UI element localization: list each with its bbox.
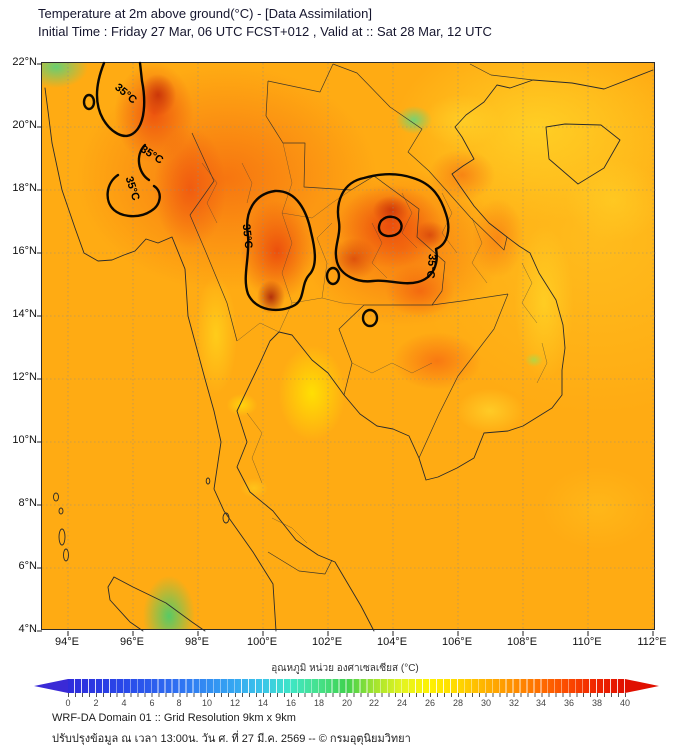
lon-tick-label: 104°E — [376, 636, 408, 648]
update-info: ปรับปรุงข้อมูล ณ เวลา 13:00น. วัน ศ. ที่… — [52, 733, 411, 745]
lat-tick-label: 12°N — [12, 371, 37, 383]
contour-label: 35°C — [424, 253, 438, 279]
colorbar-tick-label: 8 — [176, 698, 182, 708]
lat-tick-label: 4°N — [18, 623, 37, 635]
colorbar-left-arrow — [34, 679, 68, 693]
lon-tick-label: 110°E — [572, 636, 602, 648]
lat-tick-label: 6°N — [18, 560, 37, 572]
lat-tick-label: 22°N — [12, 56, 37, 68]
colorbar-tick-label: 18 — [313, 698, 324, 708]
lat-tick-label: 20°N — [12, 119, 37, 131]
colorbar-tick-label: 32 — [508, 698, 519, 708]
lon-tick-label: 98°E — [185, 636, 209, 648]
andaman-island — [58, 507, 64, 515]
colorbar-tick-label: 38 — [591, 698, 602, 708]
province-borders — [201, 142, 548, 544]
contour-labels: 35°C 35°C 35°C 35°C 35°C — [112, 81, 438, 279]
colorbar-tick-label: 14 — [257, 698, 268, 708]
colorbar-title: อุณหภูมิ หน่วย องศาเซลเซียส (°C) — [271, 663, 419, 674]
colorbar-right-arrow — [625, 679, 659, 693]
contour-label: 35°C — [138, 143, 165, 166]
colorbar-tick-label: 0 — [65, 698, 71, 708]
colorbar-tick-label: 28 — [452, 698, 463, 708]
map-overlay: 35°C 35°C 35°C 35°C 35°C — [37, 61, 656, 636]
page-subtitle: Initial Time : Friday 27 Mar, 06 UTC FCS… — [38, 24, 492, 39]
colorbar-tick-label: 22 — [368, 698, 379, 708]
colorbar-tick-label: 26 — [424, 698, 435, 708]
lat-tick-label: 14°N — [12, 308, 37, 320]
sumatra-coast — [107, 576, 206, 632]
temperature-map: 35°C 35°C 35°C 35°C 35°C — [37, 61, 656, 636]
colorbar-tick-label: 16 — [285, 698, 296, 708]
colorbar-tick-label: 20 — [341, 698, 352, 708]
colorbar-tick-marks — [68, 693, 626, 697]
lat-tick-label: 18°N — [12, 182, 37, 194]
colorbar-tick-label: 30 — [480, 698, 491, 708]
lon-tick-label: 106°E — [441, 636, 473, 648]
lon-tick-label: 100°E — [246, 636, 278, 648]
colorbar-tick-label: 40 — [619, 698, 630, 708]
coastline — [44, 69, 654, 632]
lat-tick-label: 10°N — [12, 434, 37, 446]
contour-label: 35°C — [123, 175, 142, 202]
lon-tick-label: 112°E — [637, 636, 667, 648]
colorbar-tick-label: 24 — [396, 698, 407, 708]
colorbar-tick-label: 34 — [535, 698, 546, 708]
grid-lines — [42, 63, 656, 631]
contour-label: 35°C — [112, 81, 139, 106]
small-island — [205, 477, 211, 485]
contour-label: 35°C — [240, 224, 255, 250]
colorbar-tick-label: 10 — [201, 698, 212, 708]
colorbar-tick-label: 4 — [121, 698, 127, 708]
lat-tick-label: 16°N — [12, 245, 37, 257]
colorbar — [68, 679, 625, 693]
nicobar-island — [58, 528, 66, 546]
lon-tick-label: 102°E — [311, 636, 343, 648]
axis-ticks — [37, 63, 654, 636]
country-borders — [189, 63, 534, 575]
contour-lines-35c — [82, 61, 450, 328]
colorbar-tick-label: 6 — [149, 698, 155, 708]
hainan-island — [545, 123, 621, 185]
model-info: WRF-DA Domain 01 :: Grid Resolution 9km … — [52, 712, 296, 724]
lon-tick-label: 108°E — [506, 636, 538, 648]
colorbar-tick-label: 12 — [229, 698, 240, 708]
phuket-island — [222, 512, 230, 524]
colorbar-tick-label: 2 — [93, 698, 99, 708]
andaman-island — [53, 492, 59, 502]
lat-tick-label: 8°N — [18, 497, 37, 509]
lon-tick-label: 96°E — [120, 636, 144, 648]
lon-tick-label: 94°E — [55, 636, 79, 648]
nicobar-island — [63, 548, 69, 562]
page-title: Temperature at 2m above ground(°C) - [Da… — [38, 6, 372, 21]
colorbar-tick-label: 36 — [563, 698, 574, 708]
